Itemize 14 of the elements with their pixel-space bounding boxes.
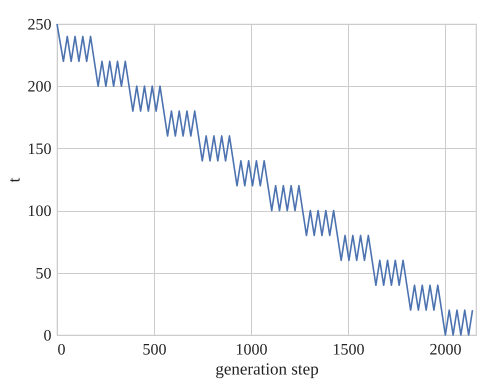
x-tick-label: 500 — [142, 342, 166, 358]
y-tick-label: 50 — [36, 265, 52, 282]
y-tick-label: 150 — [28, 140, 52, 158]
x-axis-title: generation step — [215, 360, 319, 378]
x-tick-label: 0 — [58, 342, 66, 358]
line-series — [56, 23, 474, 336]
x-tick-label: 1000 — [235, 342, 268, 358]
y-tick-label: 100 — [28, 203, 52, 220]
y-axis-title: t — [4, 177, 24, 182]
x-tick-label: 2000 — [429, 342, 462, 358]
y-tick-label: 0 — [44, 328, 52, 344]
x-tick-label: 1500 — [332, 342, 364, 358]
y-tick-label: 200 — [28, 78, 52, 96]
y-tick-label: 250 — [28, 16, 52, 34]
